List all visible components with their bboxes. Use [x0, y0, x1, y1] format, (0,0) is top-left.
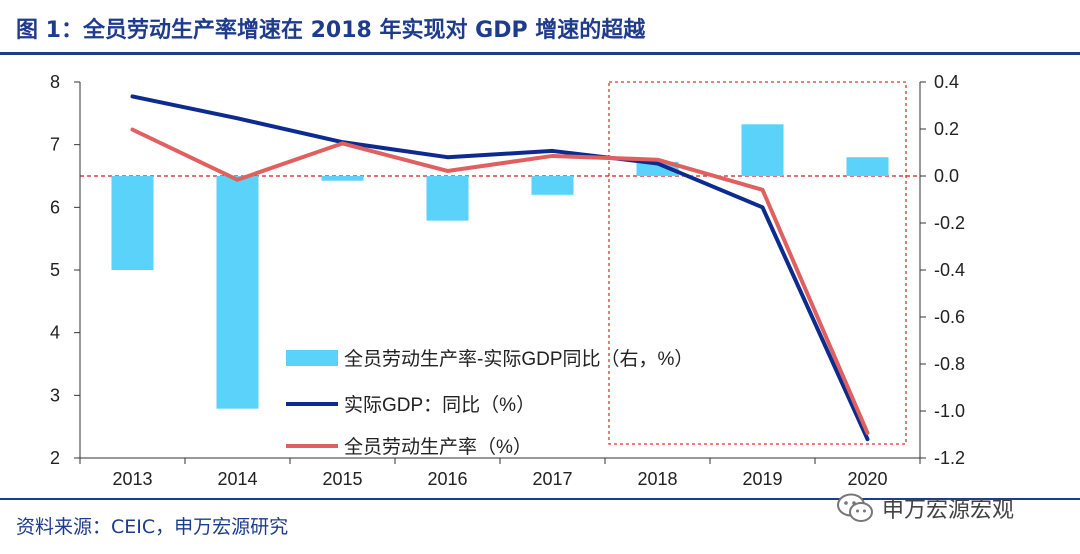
bar-2019: [741, 124, 784, 176]
y-left-tick-label: 5: [50, 260, 60, 280]
source-divider: [0, 498, 1080, 500]
title-divider: [0, 52, 1080, 55]
y-right-tick-label: -0.4: [934, 260, 965, 280]
legend: 全员劳动生产率-实际GDP同比（右，%） 实际GDP：同比（%） 全员劳动生产率（%…: [286, 348, 693, 458]
x-tick-label-2020: 2020: [847, 469, 887, 489]
axes-layer: 2 3 4 5 6 7 8 -1.2 -1.0 -0.8 -0.6 -0.4 -0.2 0.0 0.2 0.4…: [50, 72, 965, 489]
x-tick-label-2017: 2017: [532, 469, 572, 489]
bar-2016: [426, 176, 469, 221]
y-right-tick-label: -1.2: [934, 448, 965, 468]
bar-2015: [321, 176, 364, 181]
chart: 2 3 4 5 6 7 8 -1.2 -1.0 -0.8 -0.6 -0.4 -0.2 0.0 0.2 0.4…: [50, 72, 965, 489]
highlight-box: [608, 81, 907, 445]
productivity-line: [130, 127, 870, 435]
y-left-tick-label: 8: [50, 72, 60, 92]
wechat-icon: [837, 493, 873, 522]
source-note: 资料来源：CEIC，申万宏源研究: [16, 516, 289, 538]
y-right-tick-label: -0.8: [934, 354, 965, 374]
legend-label: 全员劳动生产率（%）: [344, 436, 532, 458]
watermark-text: 申万宏源宏观: [882, 498, 1015, 523]
y-right-tick-label: -1.0: [934, 401, 965, 421]
lines-layer: [130, 94, 870, 442]
bar-2020: [846, 157, 889, 176]
y-right-tick-label: 0.0: [934, 166, 959, 186]
y-right-tick-label: -0.6: [934, 307, 965, 327]
legend-label: 实际GDP：同比（%）: [344, 394, 535, 416]
x-tick-label-2014: 2014: [217, 469, 257, 489]
page-title: 图 1：全员劳动生产率增速在 2018 年实现对 GDP 增速的超越: [16, 18, 646, 43]
bars-layer: [111, 124, 889, 409]
x-tick-label-2019: 2019: [742, 469, 782, 489]
legend-label: 全员劳动生产率-实际GDP同比（右，%）: [344, 348, 693, 370]
y-right-tick-label: -0.2: [934, 213, 965, 233]
y-left-tick-label: 6: [50, 197, 60, 217]
y-right-tick-label: 0.4: [934, 72, 959, 92]
y-left-tick-label: 4: [50, 323, 60, 343]
bar-2013: [111, 176, 154, 270]
watermark: 申万宏源宏观: [836, 486, 1072, 530]
y-left-tick-label: 7: [50, 135, 60, 155]
x-tick-label-2016: 2016: [427, 469, 467, 489]
y-right-tick-label: 0.2: [934, 119, 959, 139]
x-tick-label-2013: 2013: [112, 469, 152, 489]
y-left-tick-label: 2: [50, 448, 60, 468]
bar-2014: [216, 176, 259, 409]
y-left-tick-label: 3: [50, 385, 60, 405]
bar-2017: [531, 176, 574, 195]
legend-swatch-bar: [286, 350, 338, 366]
bar-2018: [636, 161, 679, 176]
gdp-line: [130, 94, 870, 442]
x-tick-label-2018: 2018: [637, 469, 677, 489]
x-tick-label-2015: 2015: [322, 469, 362, 489]
